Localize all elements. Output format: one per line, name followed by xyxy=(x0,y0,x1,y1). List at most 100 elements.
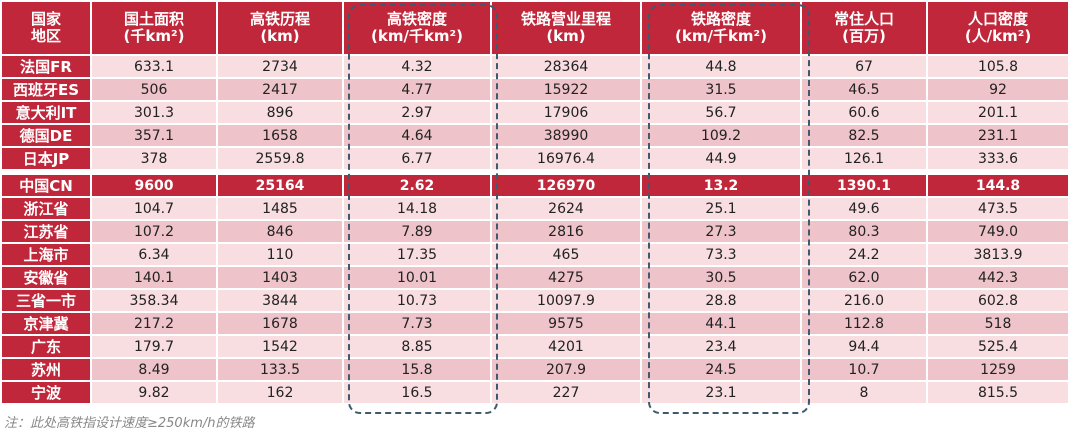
table-cell: 207.9 xyxy=(492,359,642,382)
header-rail-length: 铁路营业里程 (km) xyxy=(492,2,642,56)
table-cell: 7.89 xyxy=(344,221,492,244)
table-cell: 8.85 xyxy=(344,336,492,359)
table-cell: 815.5 xyxy=(928,382,1070,405)
table-cell: 126.1 xyxy=(802,148,928,171)
table-cell: 525.4 xyxy=(928,336,1070,359)
table-cell: 38990 xyxy=(492,125,642,148)
table-cell: 8 xyxy=(802,382,928,405)
table-cell: 92 xyxy=(928,79,1070,102)
table-cell: 7.73 xyxy=(344,313,492,336)
table-cell: 6.77 xyxy=(344,148,492,171)
table-cell: 27.3 xyxy=(642,221,802,244)
row-label: 安徽省 xyxy=(2,267,92,290)
table-cell: 4275 xyxy=(492,267,642,290)
table-cell: 10.01 xyxy=(344,267,492,290)
separator-cell xyxy=(2,171,1070,175)
table-cell: 9600 xyxy=(92,175,218,198)
table-row: 德国DE 357.1 1658 4.64 38990 109.2 82.5 231.1 xyxy=(2,125,1070,148)
table-cell: 14.18 xyxy=(344,198,492,221)
table-cell: 107.2 xyxy=(92,221,218,244)
row-label: 法国FR xyxy=(2,56,92,79)
table-cell: 62.0 xyxy=(802,267,928,290)
row-label: 江苏省 xyxy=(2,221,92,244)
table-cell: 23.4 xyxy=(642,336,802,359)
table-cell: 28.8 xyxy=(642,290,802,313)
table-row: 浙江省 104.7 1485 14.18 2624 25.1 49.6 473.5 xyxy=(2,198,1070,221)
table-cell: 231.1 xyxy=(928,125,1070,148)
table-cell: 1485 xyxy=(218,198,344,221)
table-row: 西班牙ES 506 2417 4.77 15922 31.5 46.5 92 xyxy=(2,79,1070,102)
table-cell: 846 xyxy=(218,221,344,244)
table-cell: 82.5 xyxy=(802,125,928,148)
table-cell: 44.1 xyxy=(642,313,802,336)
table-row: 安徽省 140.1 1403 10.01 4275 30.5 62.0 442.3 xyxy=(2,267,1070,290)
table-cell: 227 xyxy=(492,382,642,405)
table-cell: 2624 xyxy=(492,198,642,221)
footnote: 注：此处高铁指设计速度≥250km/h的铁路 xyxy=(4,416,255,431)
table-cell: 602.8 xyxy=(928,290,1070,313)
header-population: 常住人口 (百万) xyxy=(802,2,928,56)
table-cell: 15.8 xyxy=(344,359,492,382)
table-cell: 333.6 xyxy=(928,148,1070,171)
row-label: 宁波 xyxy=(2,382,92,405)
table-cell: 16976.4 xyxy=(492,148,642,171)
table-cell: 112.8 xyxy=(802,313,928,336)
table-cell: 3813.9 xyxy=(928,244,1070,267)
table-cell: 2417 xyxy=(218,79,344,102)
table-cell: 46.5 xyxy=(802,79,928,102)
header-pop-density: 人口密度 (人/km²) xyxy=(928,2,1070,56)
table-cell: 109.2 xyxy=(642,125,802,148)
table-cell: 56.7 xyxy=(642,102,802,125)
table-row: 上海市 6.34 110 17.35 465 73.3 24.2 3813.9 xyxy=(2,244,1070,267)
table-cell: 216.0 xyxy=(802,290,928,313)
table-cell: 15922 xyxy=(492,79,642,102)
table-cell: 23.1 xyxy=(642,382,802,405)
table-cell: 301.3 xyxy=(92,102,218,125)
table-cell: 465 xyxy=(492,244,642,267)
table-row: 法国FR 633.1 2734 4.32 28364 44.8 67 105.8 xyxy=(2,56,1070,79)
table-cell: 17.35 xyxy=(344,244,492,267)
table-cell: 442.3 xyxy=(928,267,1070,290)
row-label: 上海市 xyxy=(2,244,92,267)
table-cell: 13.2 xyxy=(642,175,802,198)
table-cell: 104.7 xyxy=(92,198,218,221)
rail-density-table: 国家 地区 国土面积 (千km²) 高铁历程 (km) 高铁密度 (km/千km²) 铁… xyxy=(2,2,1070,405)
row-label: 中国CN xyxy=(2,175,92,198)
table-row: 广东 179.7 1542 8.85 4201 23.4 94.4 525.4 xyxy=(2,336,1070,359)
table-cell: 80.3 xyxy=(802,221,928,244)
table-cell: 6.34 xyxy=(92,244,218,267)
table-cell: 2734 xyxy=(218,56,344,79)
table-cell: 17906 xyxy=(492,102,642,125)
row-label: 苏州 xyxy=(2,359,92,382)
rail-density-highlight-box xyxy=(648,4,810,414)
table-cell: 2816 xyxy=(492,221,642,244)
table-cell: 473.5 xyxy=(928,198,1070,221)
table-cell: 162 xyxy=(218,382,344,405)
header-rail-density: 铁路密度 (km/千km²) xyxy=(642,2,802,56)
table-cell: 2.62 xyxy=(344,175,492,198)
row-label: 京津冀 xyxy=(2,313,92,336)
row-label: 浙江省 xyxy=(2,198,92,221)
table-cell: 8.49 xyxy=(92,359,218,382)
header-hsr-density: 高铁密度 (km/千km²) xyxy=(344,2,492,56)
table-cell: 1390.1 xyxy=(802,175,928,198)
row-label: 意大利IT xyxy=(2,102,92,125)
table-cell: 4201 xyxy=(492,336,642,359)
header-land-area: 国土面积 (千km²) xyxy=(92,2,218,56)
table-row: 苏州 8.49 133.5 15.8 207.9 24.5 10.7 1259 xyxy=(2,359,1070,382)
header-row: 国家 地区 国土面积 (千km²) 高铁历程 (km) 高铁密度 (km/千km²) 铁… xyxy=(2,2,1070,56)
table-cell: 133.5 xyxy=(218,359,344,382)
row-label: 广东 xyxy=(2,336,92,359)
table-cell: 24.2 xyxy=(802,244,928,267)
row-label: 西班牙ES xyxy=(2,79,92,102)
table-cell: 10.73 xyxy=(344,290,492,313)
row-label: 日本JP xyxy=(2,148,92,171)
table-cell: 3844 xyxy=(218,290,344,313)
table-row: 江苏省 107.2 846 7.89 2816 27.3 80.3 749.0 xyxy=(2,221,1070,244)
table-cell: 10.7 xyxy=(802,359,928,382)
data-table-wrapper: 国家 地区 国土面积 (千km²) 高铁历程 (km) 高铁密度 (km/千km²) 铁… xyxy=(2,2,1070,405)
table-cell: 506 xyxy=(92,79,218,102)
table-cell: 749.0 xyxy=(928,221,1070,244)
table-cell: 518 xyxy=(928,313,1070,336)
table-cell: 9.82 xyxy=(92,382,218,405)
